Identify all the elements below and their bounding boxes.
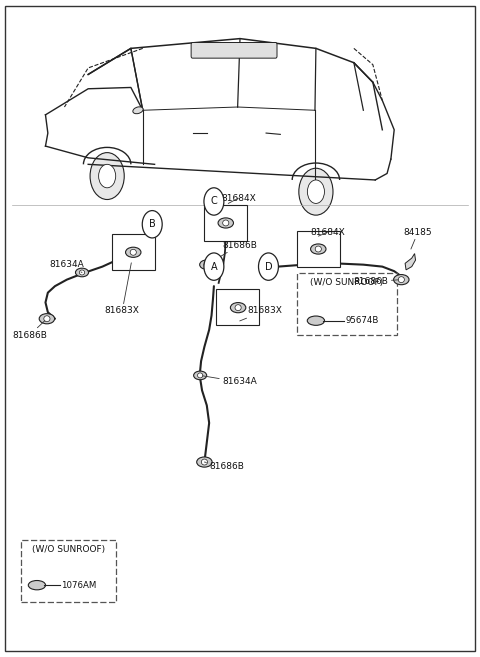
Ellipse shape	[223, 220, 229, 226]
Text: 81686B: 81686B	[354, 277, 398, 286]
Circle shape	[259, 253, 278, 281]
Ellipse shape	[201, 459, 207, 465]
Ellipse shape	[44, 316, 50, 322]
Text: 1076AM: 1076AM	[60, 581, 96, 590]
Ellipse shape	[79, 270, 84, 275]
Ellipse shape	[197, 457, 212, 467]
Circle shape	[98, 164, 116, 188]
Text: A: A	[211, 261, 217, 271]
Ellipse shape	[28, 581, 46, 590]
FancyBboxPatch shape	[21, 540, 116, 602]
Ellipse shape	[133, 107, 143, 114]
FancyBboxPatch shape	[191, 43, 277, 58]
Ellipse shape	[126, 247, 141, 258]
Text: 81683X: 81683X	[105, 263, 140, 315]
Ellipse shape	[75, 268, 88, 277]
Circle shape	[142, 211, 162, 238]
Circle shape	[204, 253, 224, 281]
Ellipse shape	[218, 218, 233, 228]
Text: 84185: 84185	[404, 227, 432, 249]
Text: 81686B: 81686B	[204, 462, 244, 471]
FancyBboxPatch shape	[297, 273, 396, 335]
Ellipse shape	[394, 275, 409, 284]
Ellipse shape	[39, 313, 55, 324]
FancyBboxPatch shape	[297, 231, 340, 267]
Text: 81683X: 81683X	[240, 306, 282, 321]
Text: 81684X: 81684X	[221, 194, 256, 204]
FancyBboxPatch shape	[112, 234, 155, 270]
Ellipse shape	[198, 373, 203, 378]
Ellipse shape	[204, 262, 210, 267]
Circle shape	[90, 152, 124, 200]
Circle shape	[204, 188, 224, 215]
Ellipse shape	[398, 277, 404, 283]
FancyBboxPatch shape	[216, 290, 259, 325]
Polygon shape	[405, 254, 416, 270]
Text: 81686B: 81686B	[12, 321, 47, 340]
Circle shape	[307, 180, 324, 204]
Ellipse shape	[130, 249, 136, 256]
Text: (W/O SUNROOF): (W/O SUNROOF)	[32, 545, 105, 555]
Ellipse shape	[200, 260, 214, 269]
Text: 81686B: 81686B	[209, 240, 257, 263]
Circle shape	[299, 168, 333, 215]
Ellipse shape	[235, 305, 241, 311]
Text: B: B	[149, 219, 156, 229]
Ellipse shape	[193, 371, 207, 380]
Ellipse shape	[315, 246, 322, 252]
FancyBboxPatch shape	[204, 205, 247, 240]
Ellipse shape	[230, 303, 246, 313]
Text: 81634A: 81634A	[49, 260, 84, 273]
Text: (W/O SUNROOF): (W/O SUNROOF)	[310, 278, 384, 286]
Text: D: D	[264, 261, 272, 271]
Ellipse shape	[311, 244, 326, 254]
Text: C: C	[211, 196, 217, 206]
Text: 81684X: 81684X	[310, 227, 345, 237]
Text: 81634A: 81634A	[203, 376, 257, 386]
Text: 95674B: 95674B	[345, 316, 379, 325]
Ellipse shape	[307, 316, 324, 325]
